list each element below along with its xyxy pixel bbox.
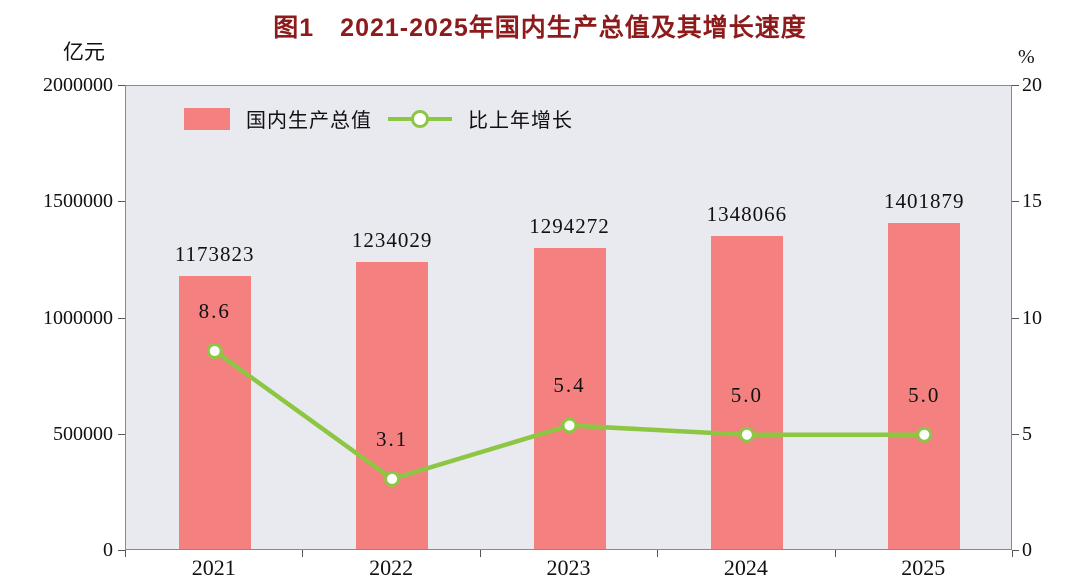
x-axis-tick-mark bbox=[302, 550, 304, 557]
right-axis-tick-label: 10 bbox=[1022, 306, 1042, 329]
left-axis-tick-label: 500000 bbox=[53, 422, 113, 445]
right-axis-tick-mark bbox=[1012, 433, 1019, 435]
gdp-value-label: 1294272 bbox=[529, 214, 610, 239]
x-axis-tick-label: 2024 bbox=[723, 555, 768, 580]
growth-value-label: 5.4 bbox=[553, 373, 586, 398]
growth-value-label: 8.6 bbox=[198, 299, 231, 324]
right-axis-unit-label: % bbox=[1018, 46, 1035, 68]
gdp-bar bbox=[888, 223, 961, 549]
gdp-bar bbox=[533, 248, 606, 549]
legend-line-circle-icon bbox=[411, 109, 429, 128]
x-axis-tick-mark bbox=[834, 550, 836, 557]
x-axis-tick-mark bbox=[479, 550, 481, 557]
gdp-value-label: 1348066 bbox=[706, 201, 788, 226]
left-axis-tick-mark bbox=[118, 201, 125, 203]
gdp-bar bbox=[178, 276, 251, 549]
x-axis-tick-mark bbox=[125, 550, 126, 557]
gdp-value-label: 1173823 bbox=[174, 242, 255, 267]
left-axis-tick-mark bbox=[118, 550, 125, 551]
gdp-bar bbox=[356, 262, 429, 549]
x-axis-tick-mark bbox=[657, 550, 659, 557]
plot-area: 国内生产总值 比上年增长 1173823 1234029 1294272 134806… bbox=[125, 85, 1012, 550]
left-axis-tick-label: 0 bbox=[103, 539, 113, 561]
x-axis-tick-mark bbox=[1012, 550, 1013, 557]
gdp-bar bbox=[710, 235, 783, 549]
x-axis-tick-label: 2022 bbox=[369, 555, 414, 580]
right-axis-tick-mark bbox=[1012, 85, 1019, 86]
x-axis-tick-label: 2023 bbox=[546, 555, 591, 580]
growth-line-marker bbox=[916, 426, 933, 443]
x-axis-tick-label: 2021 bbox=[191, 555, 236, 580]
right-axis-tick-mark bbox=[1012, 317, 1019, 319]
growth-value-label: 5.0 bbox=[730, 382, 764, 407]
right-axis-tick-mark bbox=[1012, 201, 1019, 203]
growth-line-marker bbox=[738, 426, 755, 443]
left-axis-tick-mark bbox=[118, 433, 125, 435]
left-axis-tick-mark bbox=[118, 85, 125, 86]
right-axis-tick-mark bbox=[1012, 550, 1019, 551]
right-axis-tick-label: 5 bbox=[1022, 422, 1032, 445]
legend-bar-swatch bbox=[184, 107, 230, 130]
left-axis-unit-label: 亿元 bbox=[63, 40, 105, 64]
gdp-value-label: 1401879 bbox=[884, 189, 965, 214]
chart-title: 图1 2021-2025年国内生产总值及其增长速度 bbox=[273, 14, 807, 42]
growth-line-marker bbox=[561, 417, 578, 434]
right-axis-tick-label: 0 bbox=[1022, 539, 1032, 561]
legend-line-marker bbox=[388, 108, 452, 130]
legend-bar-label: 国内生产总值 bbox=[246, 110, 372, 132]
right-axis-tick-label: 15 bbox=[1022, 190, 1042, 213]
right-axis-tick-label: 20 bbox=[1022, 74, 1042, 96]
growth-line-svg bbox=[206, 343, 933, 487]
legend: 国内生产总值 比上年增长 bbox=[184, 104, 573, 133]
growth-line-path bbox=[213, 349, 925, 482]
left-axis-tick-label: 1000000 bbox=[43, 306, 113, 329]
legend-line-label: 比上年增长 bbox=[468, 110, 573, 132]
growth-line-marker bbox=[384, 470, 401, 487]
left-axis-tick-label: 1500000 bbox=[43, 190, 113, 213]
growth-line-marker bbox=[206, 343, 223, 360]
left-axis-tick-label: 2000000 bbox=[43, 74, 113, 96]
x-axis-tick-label: 2025 bbox=[901, 555, 946, 580]
growth-value-label: 5.0 bbox=[908, 382, 941, 407]
left-axis-tick-mark bbox=[118, 317, 125, 319]
growth-value-label: 3.1 bbox=[375, 426, 409, 451]
gdp-value-label: 1234029 bbox=[351, 228, 433, 253]
